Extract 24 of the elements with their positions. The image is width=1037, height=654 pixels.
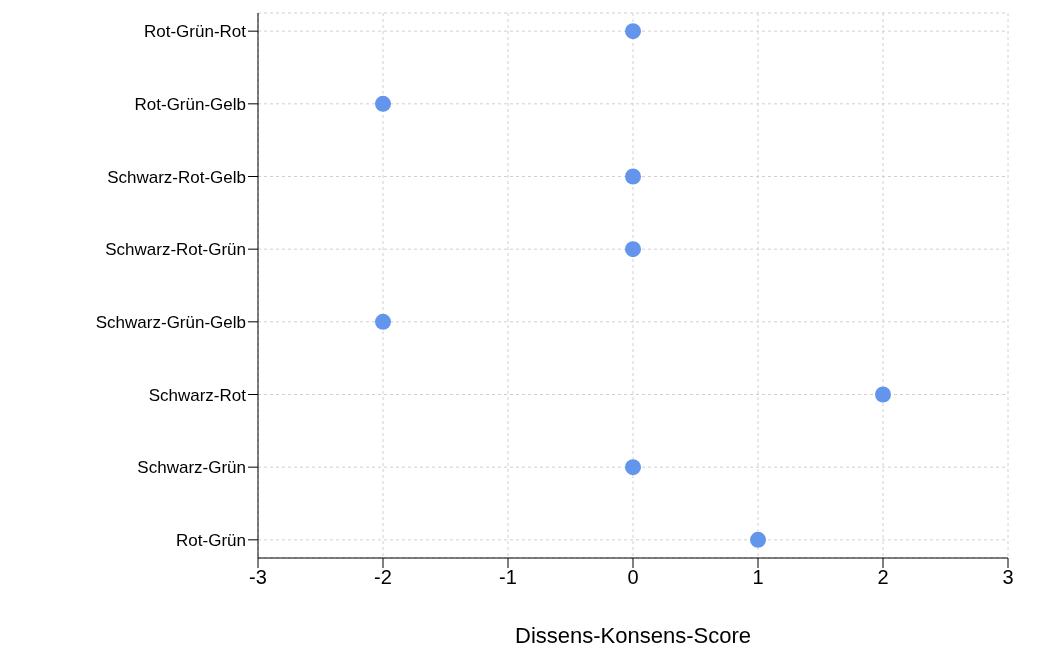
y-tick-label: Rot-Grün <box>176 530 246 550</box>
x-axis-title: Dissens-Konsens-Score <box>515 623 751 648</box>
point <box>625 23 641 40</box>
x-tick-label: -2 <box>374 566 392 589</box>
point <box>875 386 891 403</box>
y-tick-label: Rot-Grün-Rot <box>143 22 247 42</box>
x-tick-label: 3 <box>1002 566 1014 589</box>
x-tick-label: 0 <box>627 566 639 589</box>
y-tick-label: Schwarz-Grün-Gelb <box>95 312 246 332</box>
x-tick-label: -3 <box>249 566 267 589</box>
y-tick-label: Schwarz-Grün <box>137 458 246 478</box>
point <box>625 241 641 258</box>
y-tick-label: Rot-Grün-Gelb <box>134 94 246 114</box>
point <box>750 531 766 548</box>
point <box>375 95 391 112</box>
point <box>375 313 391 330</box>
point <box>625 459 641 476</box>
y-tick-label: Schwarz-Rot-Grün <box>105 240 246 260</box>
point <box>625 168 641 185</box>
y-tick-label: Schwarz-Rot <box>148 385 247 405</box>
x-tick-label: 2 <box>877 566 889 589</box>
x-tick-label: -1 <box>499 566 517 589</box>
y-tick-label: Schwarz-Rot-Gelb <box>107 167 246 187</box>
x-tick-label: 1 <box>752 566 764 589</box>
